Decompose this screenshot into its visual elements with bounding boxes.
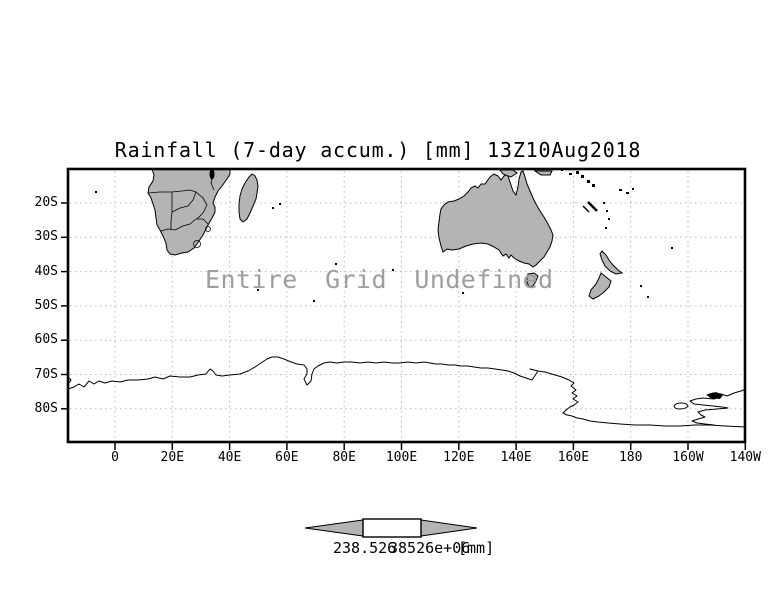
- x-axis-label: 60E: [275, 450, 299, 465]
- plot-title: Rainfall (7-day accum.) [mm] 13Z10Aug201…: [114, 138, 642, 162]
- x-axis-label: 40E: [217, 450, 242, 465]
- x-axis-label: 20E: [160, 450, 185, 465]
- antarctica-coastline: [67, 356, 747, 428]
- colorbar-max-label: 38526e+06: [389, 539, 471, 557]
- lake-malawi: [209, 168, 215, 180]
- undefined-message: Entire Grid Undefined: [205, 265, 554, 294]
- y-axis-label: 30S: [34, 229, 58, 245]
- new-caledonia-island: [582, 201, 598, 213]
- y-axis-label: 80S: [34, 400, 58, 416]
- colorbar-left-arrow: [304, 519, 364, 537]
- colorbar-units-label: [mm]: [458, 539, 495, 557]
- x-axis-label: 140E: [500, 450, 532, 465]
- lesotho-border: [193, 240, 201, 248]
- x-axis-label: 120E: [443, 450, 475, 465]
- swaziland-border: [205, 226, 211, 232]
- africa-landmass: [147, 168, 231, 256]
- x-axis-label: 180: [618, 450, 643, 465]
- y-axis-label: 50S: [34, 297, 58, 313]
- new-zealand-islands: [588, 250, 624, 300]
- x-axis-label: 160E: [557, 450, 590, 465]
- colorbar-right-arrow: [420, 519, 478, 537]
- x-axis-label: 140W: [729, 450, 761, 465]
- axis-ticks: [61, 202, 747, 450]
- tasmania-island: [526, 272, 539, 288]
- y-axis-label: 40S: [34, 263, 58, 279]
- country-borders: [147, 168, 215, 232]
- x-axis-label: 160W: [672, 450, 704, 465]
- australia-landmass: [437, 170, 554, 268]
- x-axis-label: 0: [111, 450, 119, 465]
- y-axis-label: 60S: [34, 332, 58, 348]
- x-axis-label: 80E: [332, 450, 356, 465]
- y-axis-label: 70S: [34, 366, 58, 382]
- x-axis-label: 100E: [385, 450, 418, 465]
- colorbar-mid-segment: [362, 518, 422, 538]
- small-islands: [95, 169, 673, 302]
- madagascar-island: [238, 173, 259, 223]
- y-axis-label: 20S: [34, 195, 58, 210]
- colorbar-min-label: 238.526: [333, 539, 397, 557]
- new-guinea-coast: [499, 169, 553, 178]
- colorbar: [304, 518, 478, 538]
